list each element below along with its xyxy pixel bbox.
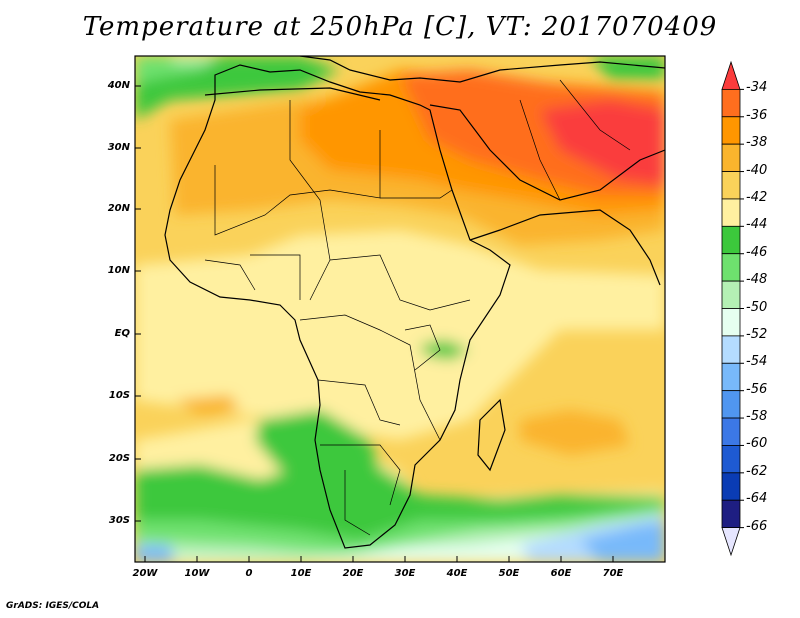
map-frame <box>134 55 666 563</box>
colorbar-segment <box>721 527 741 557</box>
colorbar-label: -36 <box>746 107 768 123</box>
colorbar-segment <box>721 253 741 282</box>
colorbar-label: -48 <box>746 272 768 288</box>
lat-label-10n: 10N <box>107 265 130 276</box>
lon-label-70e: 70E <box>602 568 624 579</box>
colorbar-segment <box>721 225 741 255</box>
colorbar-label: -58 <box>746 409 768 425</box>
temperature-field <box>135 56 665 562</box>
colorbar-segment <box>721 308 741 337</box>
lon-label-30e: 30E <box>394 568 416 579</box>
colorbar-segment <box>721 499 741 529</box>
colorbar-label: -64 <box>746 491 768 507</box>
colorbar-segment <box>721 171 741 200</box>
colorbar-segment <box>721 60 741 90</box>
lon-label-0: 0 <box>245 568 253 579</box>
colorbar-label: -62 <box>746 463 768 479</box>
colorbar-label: -50 <box>746 299 768 315</box>
lon-label-40e: 40E <box>446 568 468 579</box>
colorbar-segment <box>721 143 741 172</box>
colorbar-label: -40 <box>746 162 768 178</box>
lon-label-50e: 50E <box>498 568 520 579</box>
colorbar-label: -60 <box>746 436 768 452</box>
colorbar-segment <box>721 362 741 392</box>
lat-label-20n: 20N <box>107 203 130 214</box>
lon-label-60e: 60E <box>550 568 572 579</box>
colorbar-segment <box>721 198 741 227</box>
colorbar-segment <box>721 472 741 501</box>
axis-ticks <box>135 85 614 562</box>
colorbar-segment <box>721 88 741 118</box>
colorbar-segment <box>721 116 741 145</box>
colorbar-segment <box>721 280 741 309</box>
lon-label-10e: 10E <box>290 568 312 579</box>
coastlines <box>164 56 665 549</box>
lat-label-20s: 20S <box>108 453 130 464</box>
lon-label-20w: 20W <box>132 568 158 579</box>
colorbar-label: -34 <box>746 80 768 96</box>
grads-credit: GrADS: IGES/COLA <box>6 601 100 611</box>
lat-label-40n: 40N <box>107 80 130 91</box>
colorbar-label: -38 <box>746 135 768 151</box>
colorbar-segment <box>721 335 741 364</box>
lat-label-30n: 30N <box>107 142 130 153</box>
colorbar-segment <box>721 390 741 419</box>
colorbar-label: -46 <box>746 244 768 260</box>
colorbar-label: -44 <box>746 217 768 233</box>
colorbar-segment <box>721 417 741 446</box>
colorbar-label: -54 <box>746 354 768 370</box>
lat-label-30s: 30S <box>108 515 130 526</box>
colorbar-segment <box>721 445 741 474</box>
lon-label-20e: 20E <box>342 568 364 579</box>
lat-label-eq: EQ <box>114 328 130 339</box>
lon-label-10w: 10W <box>184 568 210 579</box>
colorbar-label: -52 <box>746 326 768 342</box>
lat-label-10s: 10S <box>108 390 130 401</box>
country-borders <box>204 79 631 536</box>
colorbar <box>721 60 744 557</box>
colorbar-label: -66 <box>746 518 768 534</box>
chart-title: Temperature at 250hPa [C], VT: 201707040… <box>82 12 718 42</box>
colorbar-label: -56 <box>746 381 768 397</box>
colorbar-label: -42 <box>746 189 768 205</box>
